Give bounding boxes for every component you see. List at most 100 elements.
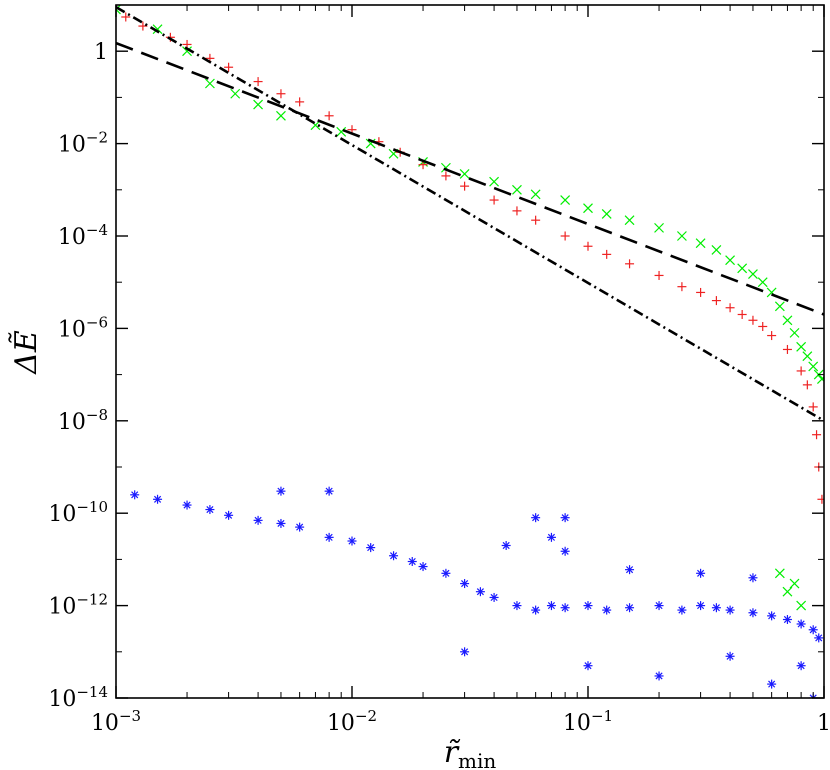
data-point (295, 97, 305, 107)
data-point (601, 209, 612, 219)
x-tick-label: 10−3 (91, 707, 141, 736)
data-layer (116, 5, 824, 698)
y-tick-label: 10−12 (48, 591, 108, 620)
plot-frame (115, 4, 825, 699)
data-point (808, 361, 819, 372)
data-point (324, 486, 334, 496)
data-point (817, 374, 824, 385)
data-point (789, 578, 800, 589)
data-point (512, 184, 522, 195)
data-point (737, 263, 748, 274)
y-tick-label: 10−10 (48, 498, 108, 527)
tick-layer: 10−3 10−2 10−1 1 1 10−2 10−4 10−6 10−8 10−10 10−12… (48, 4, 830, 736)
data-point (501, 540, 511, 550)
data-point (560, 546, 570, 556)
data-point (276, 486, 286, 496)
data-point (530, 189, 541, 200)
data-point (324, 532, 334, 542)
fit-lines (116, 5, 824, 422)
data-point (276, 89, 286, 99)
data-point (152, 24, 163, 35)
data-point (121, 12, 131, 22)
data-point (512, 601, 522, 611)
data-point (602, 249, 612, 259)
y-axis-label: ΔẼ (8, 330, 44, 375)
x-axis-label-sub: min (458, 749, 496, 770)
data-point (230, 88, 241, 99)
x-axis-label-main: r̃ (444, 735, 461, 770)
data-point (695, 238, 706, 249)
x-tick-label: 1 (817, 711, 830, 736)
data-point (796, 366, 806, 376)
data-point (489, 592, 499, 602)
data-point (336, 126, 347, 137)
data-point (767, 679, 777, 689)
data-point (475, 587, 485, 597)
data-point (654, 222, 664, 233)
y-tick-label: 1 (94, 40, 108, 65)
data-point (295, 522, 305, 532)
x-axis-label: r̃min (444, 735, 497, 770)
data-point (324, 111, 334, 121)
y-tick-label: 10−14 (48, 683, 108, 712)
data-point (204, 78, 215, 89)
data-point (459, 169, 470, 179)
data-point (347, 536, 357, 546)
data-point (696, 601, 706, 611)
data-point (130, 490, 140, 500)
data-point (711, 296, 721, 306)
data-point (460, 647, 470, 657)
data-point (696, 568, 706, 578)
data-point (782, 315, 793, 326)
data-point (182, 500, 192, 510)
data-point (583, 241, 593, 251)
y-tick-label: 10−4 (58, 221, 108, 250)
data-point (774, 568, 785, 579)
series-1 (121, 12, 824, 504)
data-point (812, 430, 822, 440)
data-point (224, 62, 234, 72)
data-point (625, 259, 635, 269)
data-point (796, 341, 807, 352)
data-point (182, 46, 192, 57)
data-point (796, 619, 806, 629)
x-tick-label: 10−2 (327, 707, 377, 736)
data-point (531, 513, 541, 523)
y-tick-label: 10−2 (58, 129, 108, 158)
y-tick-label: 10−6 (58, 313, 108, 342)
data-point (560, 231, 570, 241)
data-point (560, 603, 570, 613)
y-tick-label: 10−8 (58, 406, 108, 435)
data-point (276, 110, 286, 121)
data-point (460, 579, 470, 589)
data-point (531, 215, 541, 225)
data-point (253, 77, 263, 87)
data-point (418, 562, 428, 572)
data-point (725, 605, 735, 615)
data-point (758, 321, 768, 331)
data-point (460, 181, 470, 191)
data-point (116, 5, 121, 15)
data-point (774, 301, 785, 312)
data-point (654, 601, 664, 611)
data-point (531, 605, 541, 615)
data-point (677, 282, 687, 292)
data-point (696, 287, 706, 297)
data-point (711, 603, 721, 613)
data-point (546, 532, 556, 542)
data-point (802, 380, 812, 390)
data-point (366, 543, 376, 553)
data-point (748, 573, 758, 583)
plot-area (116, 5, 824, 698)
data-point (276, 518, 286, 528)
data-point (389, 551, 399, 561)
data-point (625, 603, 635, 613)
series-2 (130, 486, 824, 698)
data-point (654, 671, 664, 681)
data-point (625, 565, 635, 575)
data-point (782, 586, 793, 597)
data-point (782, 615, 792, 625)
data-point (253, 515, 263, 525)
data-point (512, 206, 522, 216)
